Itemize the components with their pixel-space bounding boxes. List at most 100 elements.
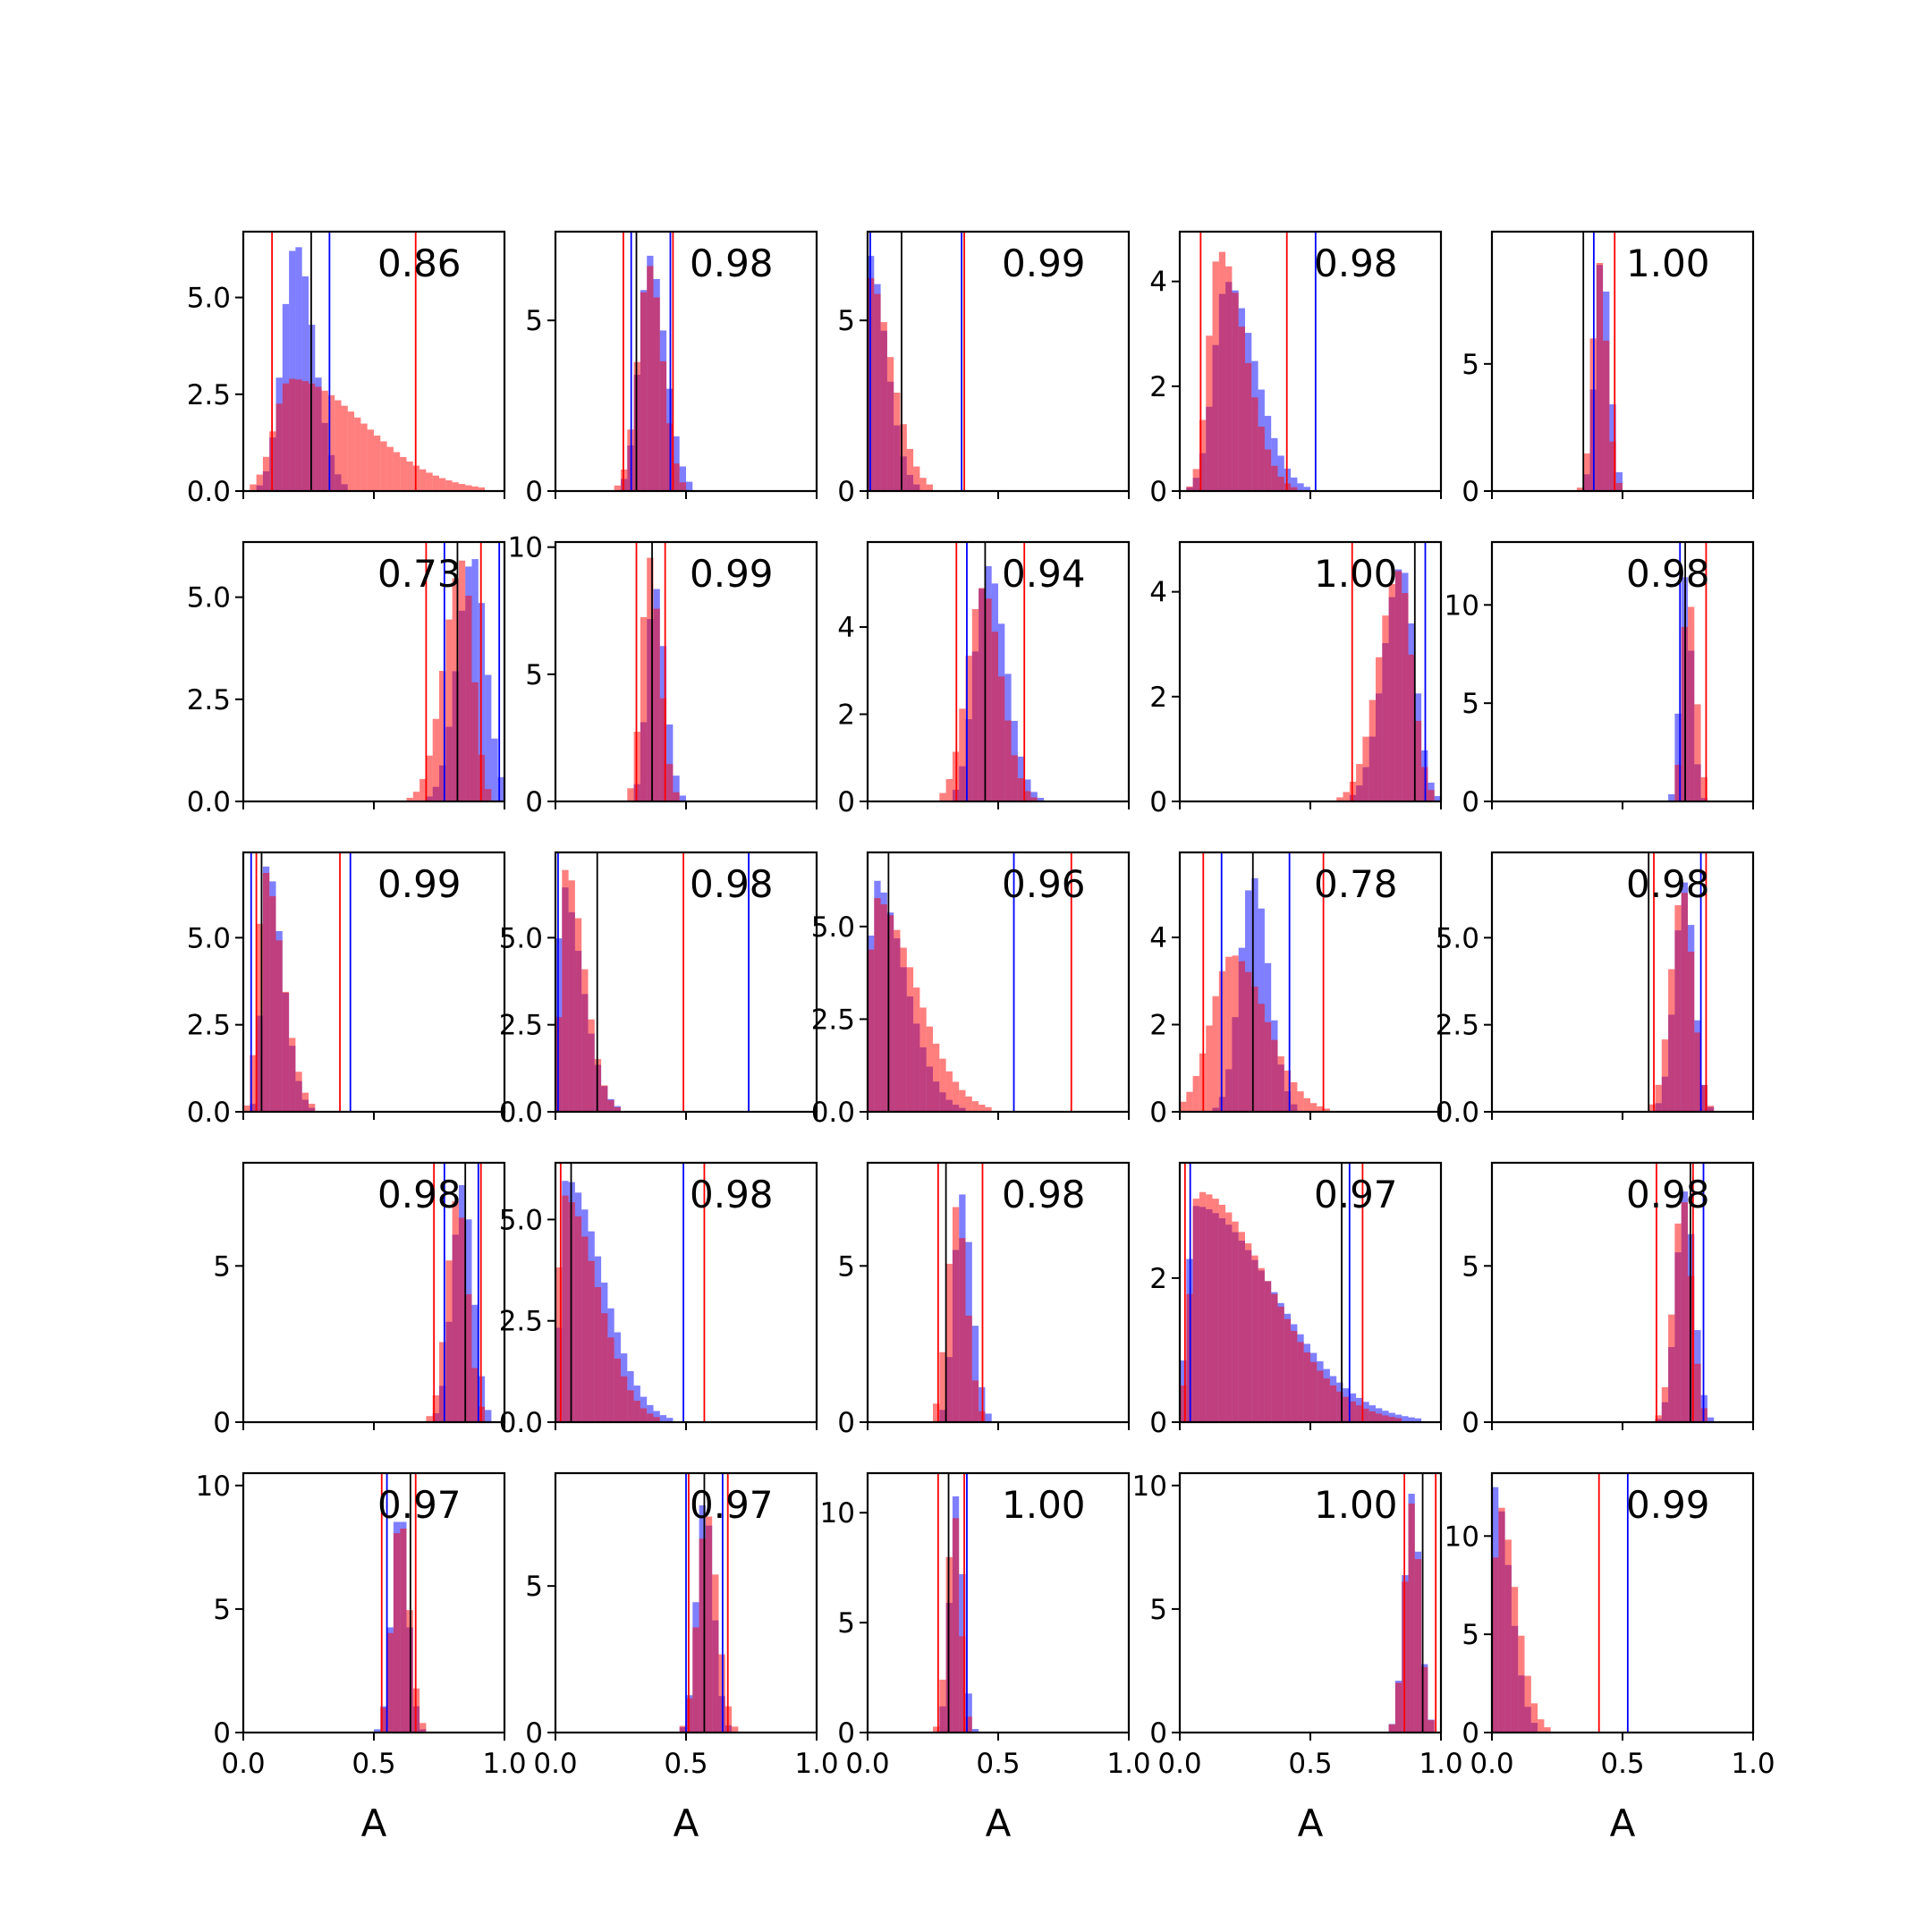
x-tick-label: 0.5 xyxy=(1288,1748,1332,1780)
y-tick-label: 10 xyxy=(1445,589,1479,622)
histogram-bar-red xyxy=(1402,593,1409,801)
histogram-bar-red xyxy=(1668,969,1675,1112)
y-tick-label: 0 xyxy=(213,1407,231,1439)
histogram-bar-red xyxy=(1349,1401,1357,1422)
histogram-bar-red xyxy=(555,1267,563,1422)
histogram-bar-red xyxy=(712,1574,719,1733)
histogram-bar-red xyxy=(1674,905,1682,1112)
histogram-bar-red xyxy=(1277,1055,1284,1112)
histogram-bar-red xyxy=(1232,292,1239,491)
histogram-bar-red xyxy=(1615,482,1623,491)
histogram-bar-red xyxy=(692,1627,699,1733)
histogram-bar-red xyxy=(269,895,276,1112)
histogram-bar-blue xyxy=(1030,792,1038,801)
histogram-bar-red xyxy=(926,484,933,491)
y-tick-label: 0 xyxy=(525,1717,543,1750)
histogram-bar-red xyxy=(965,656,972,801)
histogram-bar-blue xyxy=(1277,455,1284,491)
histogram-bar-blue xyxy=(1271,437,1278,491)
y-tick-label: 2.5 xyxy=(811,1004,855,1036)
histogram-bar-red xyxy=(945,779,953,801)
histogram-bar-red xyxy=(1518,1635,1525,1733)
histogram-bar-red xyxy=(243,1105,250,1112)
histogram-bar-red xyxy=(445,480,453,491)
histogram-bar-red xyxy=(939,792,946,801)
histogram-bar-red xyxy=(1498,1507,1505,1733)
histogram-bar-red xyxy=(933,1726,940,1733)
histogram-bar-blue xyxy=(1024,779,1031,801)
x-tick-label: 1.0 xyxy=(794,1748,838,1780)
histogram-bar-red xyxy=(360,423,368,491)
histogram-bar-red xyxy=(959,1089,966,1112)
y-tick-label: 5 xyxy=(1149,1594,1167,1626)
histogram-bar-blue xyxy=(289,250,296,491)
histogram-bar-red xyxy=(452,482,459,491)
panel-r4-c3: 050.98 xyxy=(837,1161,1131,1439)
panel-value-label: 0.98 xyxy=(1626,862,1710,906)
panel-plot-area xyxy=(679,1473,739,1733)
histogram-bar-red xyxy=(1225,1212,1233,1422)
histogram-bar-red xyxy=(640,1408,648,1422)
histogram-bar-red xyxy=(1524,1675,1531,1733)
histogram-bar-red xyxy=(952,1207,960,1422)
histogram-bar-red xyxy=(1317,1370,1324,1422)
y-tick-label: 10 xyxy=(1132,1470,1167,1503)
histogram-bar-red xyxy=(1428,1720,1435,1733)
histogram-bar-red xyxy=(1232,1221,1239,1422)
x-tick-label: 0.0 xyxy=(845,1748,889,1780)
histogram-bar-blue xyxy=(491,738,498,801)
panel-value-label: 0.98 xyxy=(1002,1173,1086,1216)
y-tick-label: 2 xyxy=(837,699,855,732)
y-tick-label: 2.5 xyxy=(187,1010,231,1042)
histogram-bar-red xyxy=(309,1104,316,1112)
histogram-bar-red xyxy=(1271,1293,1278,1422)
histogram-bar-red xyxy=(1603,340,1610,491)
histogram-bar-red xyxy=(894,929,901,1112)
histogram-bar-red xyxy=(458,560,466,801)
histogram-bar-red xyxy=(979,1105,986,1112)
histogram-bar-blue xyxy=(1668,793,1675,801)
histogram-bar-red xyxy=(913,987,920,1112)
histogram-bar-red xyxy=(1530,1703,1538,1733)
panel-plot-area xyxy=(374,1473,427,1733)
y-tick-label: 0 xyxy=(837,1407,855,1439)
panel-value-label: 0.94 xyxy=(1002,552,1086,596)
histogram-bar-red xyxy=(1376,1413,1383,1422)
y-tick-label: 5 xyxy=(525,659,543,691)
histogram-bar-red xyxy=(959,1636,966,1733)
histogram-bar-red xyxy=(1661,1386,1669,1422)
panel-plot-area xyxy=(406,542,504,801)
histogram-bar-red xyxy=(1421,1666,1428,1733)
histogram-bar-red xyxy=(1258,1004,1265,1112)
y-tick-label: 5 xyxy=(1462,1250,1479,1283)
histogram-bar-red xyxy=(1674,1223,1682,1422)
histogram-bar-red xyxy=(1583,453,1590,491)
panel-plot-area xyxy=(1655,1163,1715,1422)
y-tick-label: 10 xyxy=(196,1470,231,1503)
histogram-bar-red xyxy=(886,915,894,1112)
panel-value-label: 1.00 xyxy=(1314,552,1398,596)
histogram-bar-red xyxy=(965,1315,972,1422)
panel-r1-c4: 0 2 4 0.98 xyxy=(1149,230,1443,508)
histogram-bar-red xyxy=(465,595,472,801)
histogram-bar-red xyxy=(666,764,674,801)
histogram-bar-red xyxy=(1297,1091,1304,1112)
histogram-bar-red xyxy=(601,1313,608,1422)
histogram-bar-red xyxy=(321,390,328,491)
histogram-bar-red xyxy=(282,991,290,1112)
histogram-bar-red xyxy=(886,357,894,491)
histogram-bar-red xyxy=(1238,326,1245,491)
histogram-bar-red xyxy=(1238,961,1245,1112)
histogram-bar-blue xyxy=(985,1413,992,1422)
y-tick-label: 0 xyxy=(1462,476,1479,508)
histogram-bar-red xyxy=(574,1216,582,1422)
histogram-bar-red xyxy=(327,394,335,491)
panel-plot-area xyxy=(627,542,686,801)
histogram-bar-red xyxy=(386,446,394,491)
panel-r2-c5: 0 5 10 0.98 xyxy=(1445,540,1755,818)
histogram-bar-red xyxy=(588,1019,595,1112)
panel-value-label: 0.96 xyxy=(1002,862,1086,906)
panel-r2-c4: 0 2 4 1.00 xyxy=(1149,540,1443,818)
y-tick-label: 5 xyxy=(837,1250,855,1283)
histogram-bar-red xyxy=(1674,765,1682,801)
